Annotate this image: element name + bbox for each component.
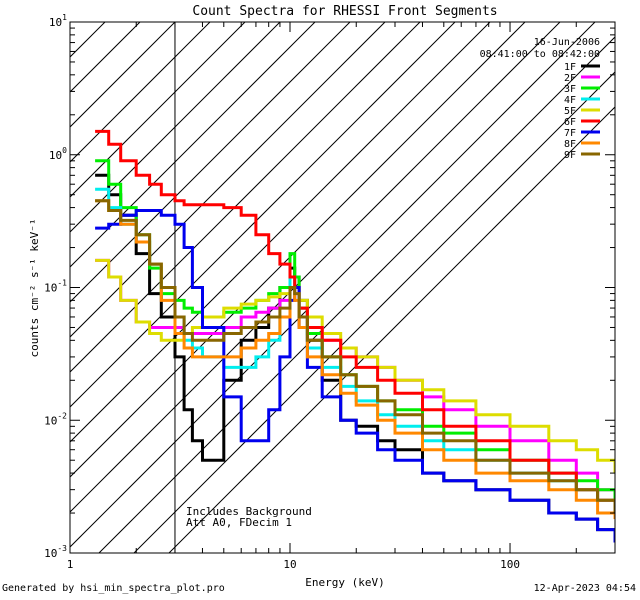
- hatch-line: [70, 22, 281, 233]
- excluded-region-hatch: [70, 22, 615, 553]
- header-line: 08:41:00 to 08:42:00: [480, 49, 600, 60]
- hatch-line: [70, 22, 421, 373]
- legend-label: 3F: [564, 84, 576, 95]
- hatch-line: [70, 22, 351, 303]
- hatch-line: [70, 22, 316, 268]
- y-tick-label: 100: [49, 146, 67, 162]
- hatch-line: [70, 22, 176, 128]
- hatch-line: [70, 22, 211, 163]
- x-tick-label: 100: [500, 558, 520, 571]
- footer-timestamp: 12-Apr-2023 04:54: [533, 583, 636, 594]
- series-line-9F: [95, 199, 615, 513]
- y-tick-label: 10-1: [44, 279, 67, 295]
- hatch-line: [168, 106, 615, 553]
- x-tick-label: 10: [283, 558, 296, 571]
- hatch-line: [133, 71, 615, 553]
- hatch-line: [70, 22, 491, 443]
- hatch-line: [70, 22, 456, 408]
- legend-label: 7F: [564, 128, 576, 139]
- x-tick-label: 1: [67, 558, 74, 571]
- annotation-text: Includes Background: [186, 505, 312, 518]
- y-tick-label: 10-3: [44, 544, 67, 560]
- header-line: 16-Jun-2006: [534, 37, 600, 48]
- legend-label: 1F: [564, 62, 576, 73]
- legend-label: 8F: [564, 139, 576, 150]
- legend-label: 4F: [564, 95, 576, 106]
- hatch-line: [98, 36, 615, 553]
- hatch-line: [70, 22, 246, 198]
- chart-title: Count Spectra for RHESSI Front Segments: [192, 4, 497, 19]
- annotation-text: Att A0, FDecim 1: [186, 516, 292, 529]
- y-axis-label: counts cm⁻² s⁻¹ keV⁻¹: [28, 218, 41, 357]
- hatch-line: [70, 22, 596, 548]
- y-tick-label: 10-2: [44, 411, 67, 427]
- series-line-8F: [95, 199, 615, 520]
- generated-by-text: Generated by hsi_min_spectra_plot.pro: [2, 583, 225, 594]
- x-axis-label: Energy (keV): [305, 576, 384, 589]
- legend-label: 9F: [564, 150, 576, 161]
- legend-label: 2F: [564, 73, 576, 84]
- hatch-line: [70, 22, 526, 478]
- series-line-6F: [95, 129, 615, 513]
- legend-label: 5F: [564, 106, 576, 117]
- legend-label: 6F: [564, 117, 576, 128]
- y-tick-label: 101: [49, 13, 67, 29]
- series-line-3F: [95, 159, 615, 501]
